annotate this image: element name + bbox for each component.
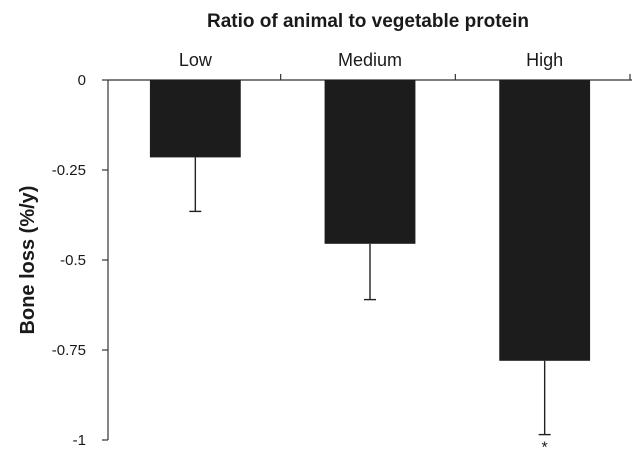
bar <box>499 80 591 361</box>
labels-group: 0 -0.25 -0.5 -0.75 -1 Low Medium High * <box>52 50 563 450</box>
chart-title: Ratio of animal to vegetable protein <box>207 11 529 32</box>
x-category-label: High <box>526 50 563 70</box>
y-axis-label: Bone loss (%/y) <box>17 186 39 335</box>
y-tick-label: -0.5 <box>60 252 86 269</box>
x-category-label: Medium <box>338 50 402 70</box>
x-category-label: Low <box>179 50 213 70</box>
bars-group <box>149 80 591 361</box>
bar <box>149 80 241 158</box>
y-tick-label: -1 <box>73 432 86 449</box>
error-bars-group <box>189 157 551 436</box>
y-tick-label: -0.75 <box>52 342 86 359</box>
y-tick-label: 0 <box>78 72 86 89</box>
y-tick-label: -0.25 <box>52 162 86 179</box>
bar <box>324 80 416 244</box>
significance-marker: * <box>542 440 548 450</box>
